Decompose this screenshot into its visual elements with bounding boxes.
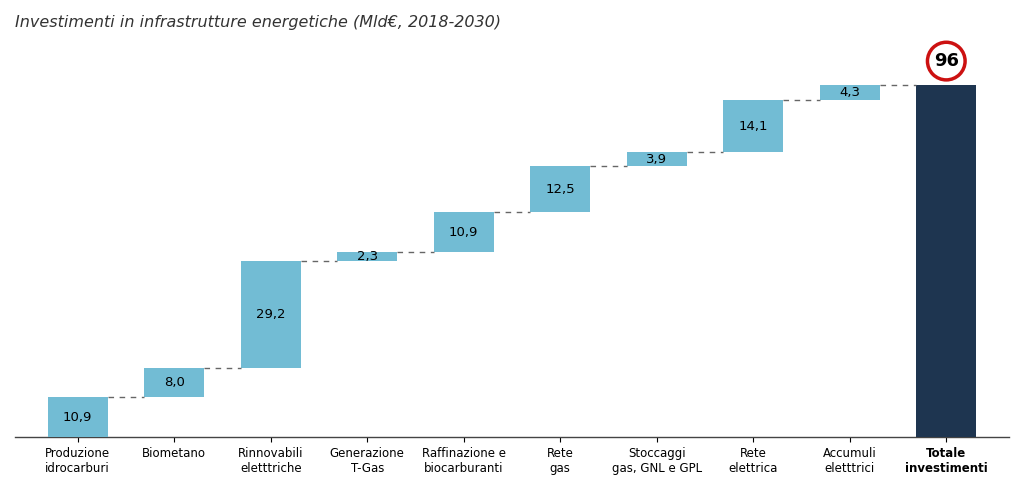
Text: 14,1: 14,1: [738, 120, 768, 133]
Text: 3,9: 3,9: [646, 153, 668, 166]
Bar: [241, 261, 301, 368]
Bar: [723, 100, 783, 152]
Bar: [337, 252, 397, 261]
Bar: [916, 85, 976, 437]
Text: 96: 96: [934, 52, 958, 70]
Bar: [434, 212, 494, 252]
Text: 29,2: 29,2: [256, 308, 286, 321]
Text: 8,0: 8,0: [164, 376, 184, 389]
Bar: [48, 397, 108, 437]
Bar: [144, 368, 204, 397]
Bar: [530, 167, 590, 212]
Bar: [820, 85, 880, 100]
Text: 2,3: 2,3: [356, 250, 378, 263]
Text: 12,5: 12,5: [546, 183, 575, 196]
Text: 10,9: 10,9: [63, 411, 92, 424]
Text: 4,3: 4,3: [840, 86, 860, 99]
Bar: [627, 152, 687, 167]
Text: Investimenti in infrastrutture energetiche (Mld€, 2018-2030): Investimenti in infrastrutture energetic…: [15, 15, 501, 30]
Text: 10,9: 10,9: [450, 226, 478, 239]
